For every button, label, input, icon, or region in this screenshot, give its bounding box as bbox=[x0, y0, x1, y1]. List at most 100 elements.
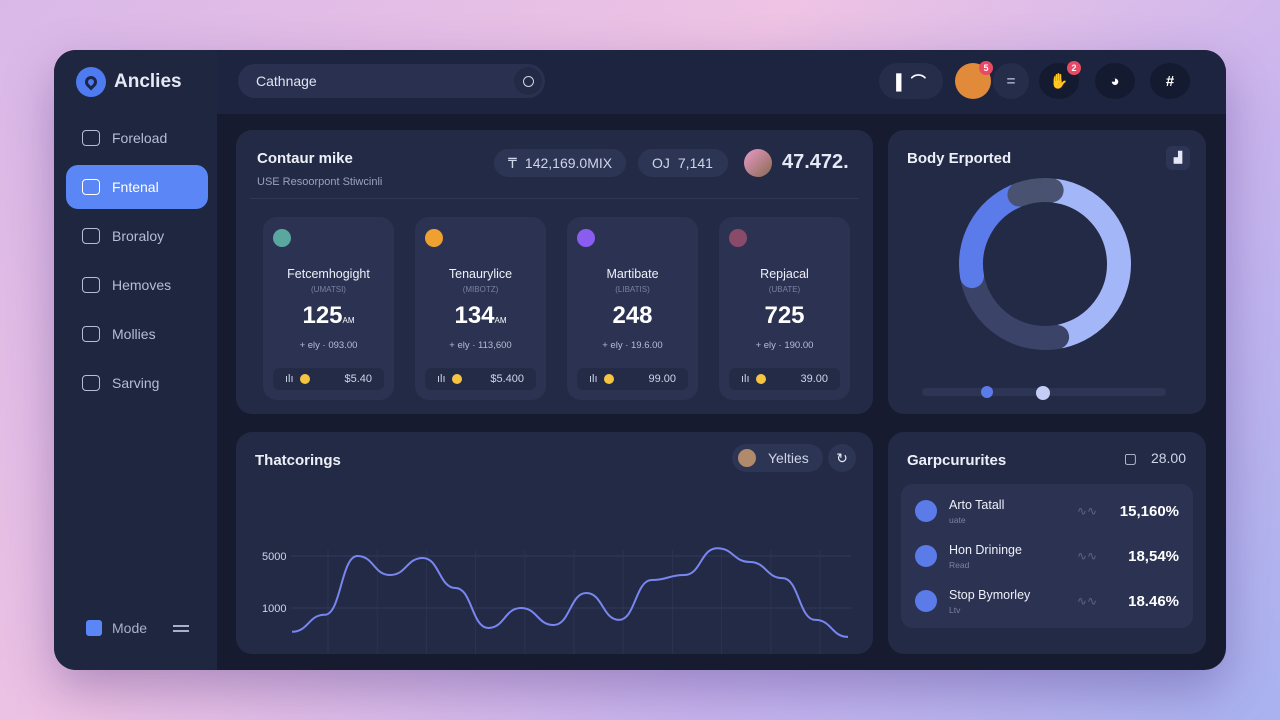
stat-value: 725 bbox=[764, 302, 805, 329]
nav-icon bbox=[82, 179, 100, 195]
globe-icon[interactable]: ◕ bbox=[1095, 63, 1135, 99]
chart-icon[interactable]: ▟ bbox=[1166, 146, 1190, 170]
stat-footer: ılı $5.400 bbox=[425, 368, 536, 390]
topbar: Cathnage ▌ ⌒ 5 = ✋ 2 ◕ # bbox=[217, 50, 1226, 114]
cube-icon bbox=[86, 620, 102, 636]
sidebar-nav: Foreload Fntenal Broraloy Hemoves Mollie… bbox=[66, 116, 208, 410]
sidebar-item-sarving[interactable]: Sarving bbox=[66, 361, 208, 405]
currency-list: Arto Tatall uate ∿∿ 15,160% Hon Drininge Read… bbox=[901, 484, 1193, 628]
stat-card[interactable]: Repjacal (UBATE) 725 + ely · 190.00 ılı 3… bbox=[719, 217, 850, 400]
currency-row[interactable]: Arto Tatall uate ∿∿ 15,160% bbox=[915, 489, 1179, 533]
filter-avatar bbox=[738, 449, 756, 467]
currencies-title: Garpcururites bbox=[907, 452, 1007, 469]
stat-value: 134AM bbox=[454, 302, 507, 329]
sidebar: Anclies Foreload Fntenal Broraloy Hemove… bbox=[54, 50, 217, 670]
currency-icon bbox=[915, 545, 937, 567]
logo-icon bbox=[76, 67, 106, 97]
stat-footer: ılı 99.00 bbox=[577, 368, 688, 390]
y-tick-label: 1000 bbox=[262, 603, 286, 615]
nav-icon bbox=[82, 277, 100, 293]
hashtag-icon[interactable]: # bbox=[1150, 63, 1190, 99]
count-pill[interactable]: OJ 7,141 bbox=[638, 149, 728, 177]
currencies-card: Garpcururites ▢ 28.00 Arto Tatall uate ∿∿ 15… bbox=[888, 432, 1206, 654]
line-chart-card: Thatcorings Yelties ↻ 40010005000GayAlug… bbox=[236, 432, 873, 654]
stat-card[interactable]: Fetcemhogight (UMATSI) 125AM + ely · 093… bbox=[263, 217, 394, 400]
donut-segment[interactable] bbox=[959, 184, 1028, 289]
app-window: Anclies Foreload Fntenal Broraloy Hemove… bbox=[54, 50, 1226, 670]
stat-name: Repjacal bbox=[760, 267, 809, 281]
menu-button[interactable]: = bbox=[993, 63, 1029, 99]
sidebar-item-foreload[interactable]: Foreload bbox=[66, 116, 208, 160]
stat-delta: + ely · 19.6.00 bbox=[602, 340, 663, 351]
currency-row[interactable]: Stop Bymorley Ltv ∿∿ 18.46% bbox=[915, 579, 1179, 623]
currency-icon: ₸ bbox=[508, 154, 517, 171]
stat-card[interactable]: Tenaurylice (MIBOTZ) 134AM + ely · 113,6… bbox=[415, 217, 546, 400]
notification-badge: 2 bbox=[1067, 61, 1081, 75]
sidebar-item-fntenal[interactable]: Fntenal bbox=[66, 165, 208, 209]
sidebar-item-broraloy[interactable]: Broraloy bbox=[66, 214, 208, 258]
nav-icon bbox=[82, 130, 100, 146]
search-input[interactable]: Cathnage bbox=[238, 64, 545, 98]
donut-chart bbox=[959, 178, 1131, 350]
currencies-total[interactable]: ▢ 28.00 bbox=[1123, 450, 1186, 466]
chart-title: Thatcorings bbox=[255, 452, 341, 469]
donut-segment[interactable] bbox=[1044, 178, 1131, 349]
stat-delta: + ely · 190.00 bbox=[755, 340, 814, 351]
quick-actions-button[interactable]: ▌ ⌒ bbox=[879, 63, 943, 99]
sparkline-icon: ∿∿ bbox=[1076, 549, 1097, 563]
summary-title: Contaur mike bbox=[257, 150, 353, 167]
range-slider[interactable] bbox=[922, 386, 1166, 400]
stat-card[interactable]: Martibate (LIBATIS) 248 + ely · 19.6.00 … bbox=[567, 217, 698, 400]
brand[interactable]: Anclies bbox=[76, 67, 182, 97]
line-chart: 40010005000GayAlugMiyIlobIdalTlobIndJubM… bbox=[262, 547, 851, 654]
coin-icon: ılı bbox=[589, 373, 614, 385]
coin-icon: ılı bbox=[741, 373, 766, 385]
series-line bbox=[291, 547, 849, 638]
sparkline-icon: ∿∿ bbox=[1076, 594, 1097, 608]
donut-segment[interactable] bbox=[1007, 178, 1064, 207]
nav-icon bbox=[82, 228, 100, 244]
sidebar-item-mollies[interactable]: Mollies bbox=[66, 312, 208, 356]
user-avatar[interactable] bbox=[744, 149, 772, 177]
comment-icon: ▢ bbox=[1123, 450, 1137, 466]
slider-handle-start[interactable] bbox=[981, 386, 993, 398]
stat-delta: + ely · 093.00 bbox=[299, 340, 358, 351]
coin-icon: ılı bbox=[285, 373, 310, 385]
stat-avatar bbox=[425, 229, 443, 247]
menu-icon[interactable] bbox=[173, 624, 190, 632]
divider bbox=[250, 198, 859, 199]
donut-card: Body Erported ▟ bbox=[888, 130, 1206, 414]
notification-badge: 5 bbox=[979, 61, 993, 75]
currency-row[interactable]: Hon Drininge Read ∿∿ 18,54% bbox=[915, 534, 1179, 578]
filter-dropdown[interactable]: Yelties bbox=[732, 444, 823, 472]
stat-avatar bbox=[273, 229, 291, 247]
search-button[interactable] bbox=[514, 67, 542, 95]
summary-total: 47.472. bbox=[782, 151, 849, 173]
nav-icon bbox=[82, 326, 100, 342]
refresh-icon[interactable]: ↻ bbox=[828, 444, 856, 472]
stat-sub: (MIBOTZ) bbox=[462, 285, 499, 294]
stat-value: 248 bbox=[612, 302, 653, 329]
avatar[interactable]: 5 bbox=[955, 61, 993, 99]
currency-icon bbox=[915, 590, 937, 612]
hand-icon[interactable]: ✋ 2 bbox=[1039, 61, 1081, 99]
mode-toggle[interactable]: Mode bbox=[86, 620, 190, 636]
y-tick-label: 5000 bbox=[262, 551, 286, 563]
stat-sub: (LIBATIS) bbox=[615, 285, 650, 294]
stat-name: Fetcemhogight bbox=[287, 267, 370, 281]
stat-avatar bbox=[577, 229, 595, 247]
stat-delta: + ely · 113,600 bbox=[449, 340, 512, 351]
stat-sub: (UBATE) bbox=[768, 285, 801, 294]
stat-avatar bbox=[729, 229, 747, 247]
donut-segment[interactable] bbox=[960, 268, 1070, 350]
summary-subtitle: USE Resoorpont Stiwcinli bbox=[257, 176, 383, 188]
slider-handle-end[interactable] bbox=[1036, 386, 1050, 400]
stat-sub: (UMATSI) bbox=[311, 285, 346, 294]
balance-pill[interactable]: ₸ 142,169.0MIX bbox=[494, 149, 627, 177]
sparkline-icon: ∿∿ bbox=[1076, 504, 1097, 518]
summary-card: Contaur mike USE Resoorpont Stiwcinli ₸ 1… bbox=[236, 130, 873, 414]
coin-icon: ılı bbox=[437, 373, 462, 385]
stat-name: Tenaurylice bbox=[448, 267, 513, 281]
sidebar-item-hemoves[interactable]: Hemoves bbox=[66, 263, 208, 307]
nav-icon bbox=[82, 375, 100, 391]
